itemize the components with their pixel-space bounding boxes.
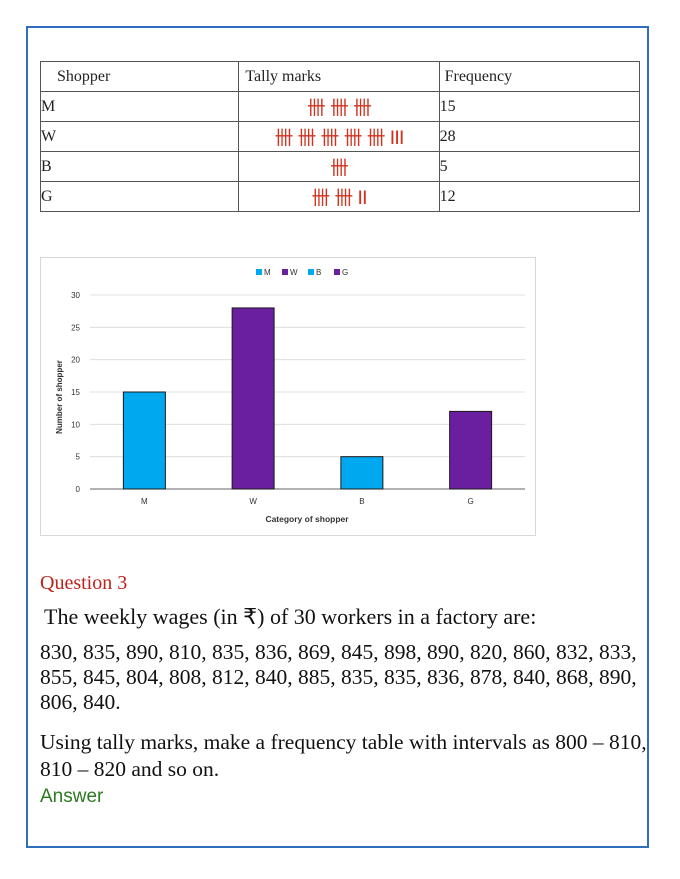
- legend-swatch: [282, 269, 288, 275]
- bar-B: [340, 456, 384, 490]
- x-tick-label: G: [468, 497, 474, 506]
- frequency-cell: 12: [438, 181, 641, 212]
- tally-cell: 卌: [238, 151, 440, 182]
- x-tick-label: W: [249, 497, 257, 506]
- bar-chart: M W B G 0 5 10 15 20 25 30 M W B G Number of shopper…: [40, 257, 536, 536]
- shopper-frequency-table: Shopper Tally marks Frequency M 卌 卌 卌 15…: [39, 61, 641, 212]
- shopper-cell: W: [39, 121, 240, 152]
- bar-W: [231, 307, 275, 490]
- tally-cell: 卌 卌 II: [238, 181, 440, 212]
- y-tick-label: 20: [71, 356, 80, 365]
- table-row: W 卌 卌 卌 卌 卌 III 28: [39, 121, 641, 152]
- y-axis-label: Number of shopper: [55, 360, 64, 434]
- chart-canvas: M W B G 0 5 10 15 20 25 30 M W B G Number of shopper…: [55, 268, 525, 524]
- frequency-cell: 15: [438, 91, 641, 122]
- table-header-row: Shopper Tally marks Frequency: [39, 61, 641, 92]
- table-row: G 卌 卌 II 12: [39, 181, 641, 212]
- y-tick-label: 25: [71, 323, 80, 332]
- tally-cell: 卌 卌 卌: [238, 91, 440, 122]
- legend-label: G: [342, 268, 348, 277]
- frequency-cell: 28: [438, 121, 641, 152]
- y-tick-label: 5: [76, 453, 81, 462]
- column-header-frequency: Frequency: [438, 61, 641, 92]
- answer-label: Answer: [40, 786, 104, 807]
- frequency-cell: 5: [438, 151, 641, 182]
- y-tick-label: 30: [71, 291, 80, 300]
- column-header-shopper: Shopper: [39, 61, 240, 92]
- y-tick-label: 15: [71, 388, 80, 397]
- question-instruction: Using tally marks, make a frequency tabl…: [40, 730, 647, 781]
- shopper-cell: B: [39, 151, 240, 182]
- shopper-cell: G: [39, 181, 240, 212]
- x-axis-label: Category of shopper: [265, 514, 349, 524]
- tally-cell: 卌 卌 卌 卌 卌 III: [238, 121, 440, 152]
- legend-swatch: [308, 269, 314, 275]
- y-tick-label: 10: [71, 420, 80, 429]
- y-axis-ticks: 0 5 10 15 20 25 30: [71, 291, 80, 494]
- legend-swatch: [334, 269, 340, 275]
- x-tick-label: M: [141, 497, 148, 506]
- question-intro: The weekly wages (in ₹) of 30 workers in…: [44, 604, 537, 629]
- bar-M: [122, 391, 166, 490]
- page-border: [26, 26, 649, 848]
- question-title: Question 3: [40, 572, 128, 594]
- table-row: M 卌 卌 卌 15: [39, 91, 641, 122]
- legend-label: M: [264, 268, 271, 277]
- bar-G: [449, 410, 493, 490]
- legend-label: B: [316, 268, 321, 277]
- x-tick-label: B: [359, 497, 364, 506]
- wage-data: 830, 835, 890, 810, 835, 836, 869, 845, …: [40, 640, 637, 714]
- legend-label: W: [290, 268, 298, 277]
- y-tick-label: 0: [76, 485, 81, 494]
- legend-swatch: [256, 269, 262, 275]
- table-row: B 卌 5: [39, 151, 641, 182]
- chart-bars: [122, 307, 493, 490]
- shopper-cell: M: [39, 91, 240, 122]
- column-header-tally: Tally marks: [238, 61, 440, 92]
